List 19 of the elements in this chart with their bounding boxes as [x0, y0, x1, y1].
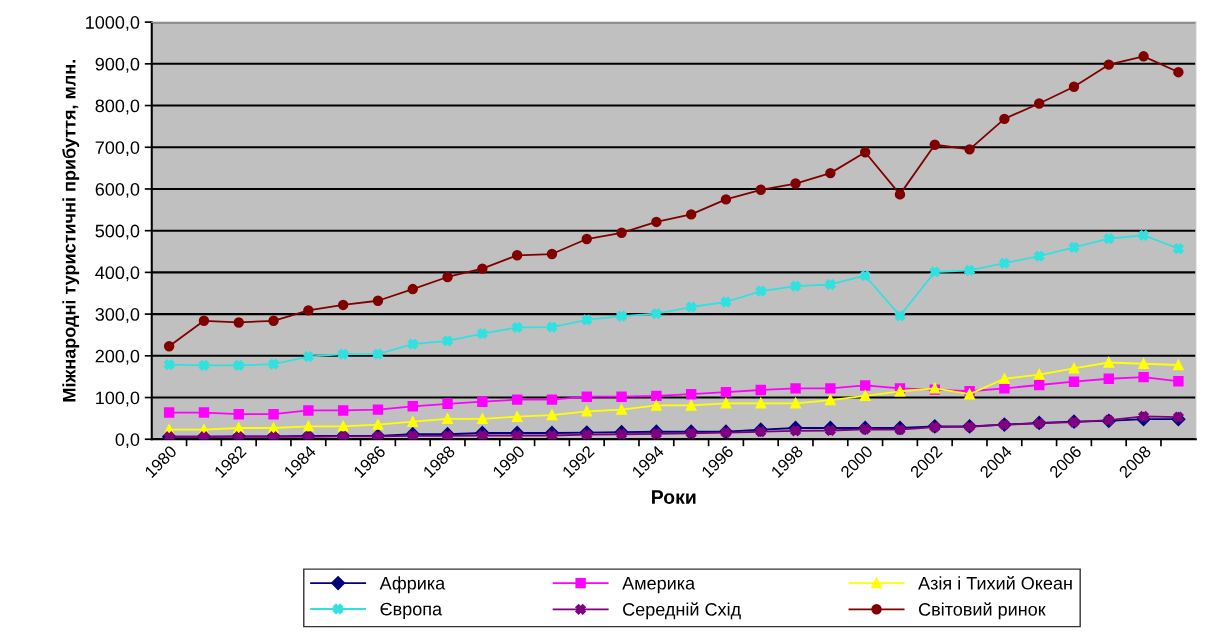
y-axis-title: Міжнародні туристичні прибуття, млн.: [62, 59, 80, 402]
legend-label: Середній Схід: [623, 602, 741, 620]
y-tick-label: 900,0: [95, 57, 140, 73]
y-tick-label: 200,0: [95, 349, 140, 365]
y-tick-label: 0,0: [115, 433, 140, 449]
legend-label: Африка: [379, 576, 446, 594]
y-tick-label: 100,0: [96, 391, 140, 407]
y-tick-label: 700,0: [95, 141, 140, 157]
legend-label: Азія і Тихий Океан: [918, 576, 1072, 590]
legend-label: Америка: [622, 577, 696, 594]
y-tick-label: 800,0: [95, 99, 140, 115]
y-tick-label: 400,0: [95, 266, 140, 282]
legend-label: Європа: [380, 602, 443, 620]
legend-label: Світовий ринок: [918, 602, 1046, 620]
x-axis-title: Роки: [652, 490, 696, 504]
y-tick-label: 1000,0: [86, 16, 140, 31]
y-tick-label: 300,0: [95, 308, 140, 323]
y-tick-label: 500,0: [95, 224, 140, 240]
y-tick-label: 600,0: [95, 182, 140, 198]
